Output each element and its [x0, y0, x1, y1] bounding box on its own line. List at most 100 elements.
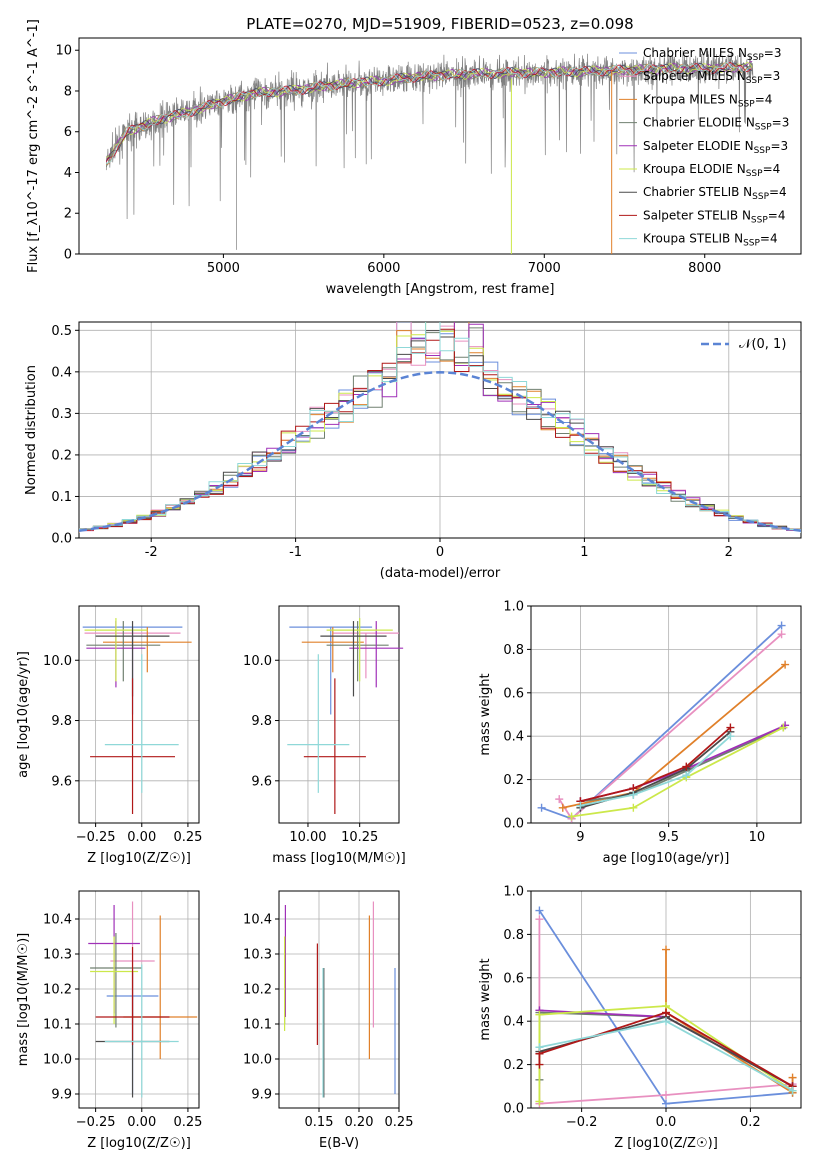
y-tick-label: 0.0	[503, 817, 524, 832]
weight-series-line	[538, 1011, 794, 1088]
x-tick-label: 0.2	[740, 1115, 761, 1130]
weight-point-marker	[662, 1099, 670, 1108]
spectrum-axes: 5000 6000 7000 8000 0 2 4 6 8 10 wavelength [Angst…	[26, 19, 802, 297]
weight-point-marker	[535, 1043, 544, 1052]
massweight_vs_age-series	[537, 621, 790, 823]
y-axis-label: mass weight	[478, 958, 493, 1040]
y-tick-label: 10.0	[243, 1053, 272, 1068]
x-tick-label: 7000	[528, 261, 561, 276]
weight-point-marker	[535, 1060, 544, 1069]
weight-point-marker	[662, 1017, 670, 1026]
x-axis-label: Z [log10(Z/Z☉)]	[87, 1136, 191, 1151]
y-tick-label: 9.6	[51, 774, 72, 789]
weight-series-line	[580, 726, 731, 803]
y-tick-label: 10	[55, 44, 72, 59]
axes-frame	[278, 605, 400, 824]
mass_vs_z-axes: −0.25 0.00 0.25 9.9 10.0 10.1 10.2 10.3 10.4 Z [l…	[16, 890, 202, 1151]
weight-point-marker	[682, 771, 691, 780]
residual-legend: 𝒩(0, 1)	[701, 337, 786, 352]
y-tick-label: 2	[64, 207, 72, 222]
y-tick-label: 10.3	[43, 948, 72, 963]
model-spectrum-line	[106, 62, 753, 165]
weight-point-marker	[555, 795, 564, 804]
weight-point-marker	[567, 812, 576, 821]
weight-point-marker	[535, 1097, 544, 1106]
x-tick-label: 8000	[688, 261, 721, 276]
x-tick-label: 10.25	[341, 830, 378, 845]
x-tick-label: −0.25	[76, 1115, 116, 1130]
weight-point-marker	[629, 790, 638, 799]
y-tick-label: 0.3	[51, 407, 72, 422]
legend-label: Chabrier MILES NSSP=3	[643, 46, 781, 63]
x-axis-label: Z [log10(Z/Z☉)]	[614, 1136, 718, 1151]
y-tick-label: 0.6	[503, 686, 524, 701]
residual-histogram-line	[79, 322, 801, 533]
weight-point-marker	[662, 945, 670, 954]
y-tick-label: 4	[64, 166, 72, 181]
weight-point-marker	[662, 1090, 670, 1099]
x-tick-label: 0	[436, 545, 444, 560]
x-tick-label: 9.5	[658, 830, 679, 845]
weight-point-marker	[558, 803, 567, 812]
massweight_vs_age-axes: 9 9.5 10 0.0 0.2 0.4 0.6 0.8 1.0 age [log10(age/y…	[478, 600, 802, 866]
y-tick-label: 0.4	[503, 1015, 524, 1030]
x-tick-label: 0.15	[305, 1115, 334, 1130]
y-axis-label: mass [log10(M/M☉)]	[16, 933, 31, 1066]
y-tick-label: 8	[64, 84, 72, 99]
legend-label: Salpeter ELODIE NSSP=3	[643, 139, 788, 156]
weight-point-marker	[535, 1010, 544, 1019]
y-tick-label: 0.0	[503, 1102, 524, 1117]
x-tick-label: −0.2	[566, 1115, 598, 1130]
x-axis-label: mass [log10(M/M☉)]	[272, 851, 405, 866]
x-axis-label: wavelength [Angstrom, rest frame]	[326, 282, 555, 297]
x-tick-label: 10.00	[289, 830, 326, 845]
weight-series-line	[580, 726, 784, 803]
y-tick-label: 10.1	[243, 1018, 272, 1033]
y-tick-label: 0.5	[51, 324, 72, 339]
figure-title: PLATE=0270, MJD=51909, FIBERID=0523, z=0…	[246, 15, 633, 33]
y-tick-label: 0.8	[503, 928, 524, 943]
y-tick-label: 0.8	[503, 643, 524, 658]
axes-frame	[78, 890, 200, 1109]
y-tick-label: 6	[64, 125, 72, 140]
model-spectrum-line	[106, 61, 753, 159]
weight-point-marker	[781, 660, 790, 669]
y-tick-label: 0.2	[51, 448, 72, 463]
x-tick-label: 5000	[207, 261, 240, 276]
weight-point-marker	[662, 1008, 670, 1017]
y-tick-label: 0.2	[503, 773, 524, 788]
y-tick-label: 10.3	[243, 948, 272, 963]
y-tick-label: 10.4	[243, 913, 272, 928]
y-tick-label: 10.2	[43, 983, 72, 998]
weight-point-marker	[777, 621, 786, 630]
legend-label: 𝒩(0, 1)	[739, 337, 786, 352]
massweight_vs_z-series	[535, 906, 797, 1108]
x-tick-label: -1	[289, 545, 302, 560]
y-tick-label: 10.0	[43, 1053, 72, 1068]
y-tick-label: 9.6	[251, 774, 272, 789]
weight-series-line	[571, 726, 784, 818]
weight-point-marker	[788, 1073, 797, 1082]
y-tick-label: 0.4	[503, 730, 524, 745]
weight-point-marker	[629, 803, 638, 812]
y-tick-label: 9.8	[251, 714, 272, 729]
x-tick-label: 2	[725, 545, 733, 560]
weight-point-marker	[682, 762, 691, 771]
y-tick-label: 9.8	[51, 714, 72, 729]
spectrum-lines	[105, 50, 754, 254]
x-axis-label: (data-model)/error	[380, 566, 501, 581]
y-tick-label: 0.4	[51, 365, 72, 380]
x-axis-label: age [log10(age/yr)]	[603, 851, 730, 866]
age_vs_z-points	[82, 618, 192, 814]
y-tick-label: 1.0	[503, 600, 524, 615]
y-tick-label: 10.0	[243, 654, 272, 669]
y-tick-label: 0.6	[503, 971, 524, 986]
axes-frame	[78, 37, 802, 255]
x-tick-label: 0.25	[173, 1115, 202, 1130]
weight-series-line	[580, 735, 731, 807]
x-axis-label: E(B-V)	[319, 1136, 359, 1151]
y-tick-label: 9.9	[51, 1088, 72, 1103]
y-tick-label: 0.0	[51, 532, 72, 547]
